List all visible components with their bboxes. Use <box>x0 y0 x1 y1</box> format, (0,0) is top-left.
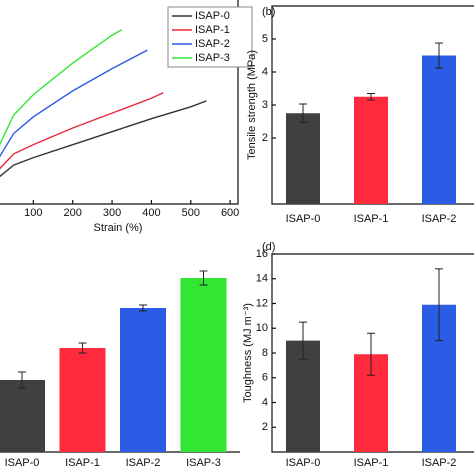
error-bar <box>139 304 147 312</box>
x-tick-label: 100 <box>24 207 42 219</box>
x-tick-label: 500 <box>182 207 200 219</box>
line <box>0 49 148 158</box>
y-tick-label: 12 <box>256 297 268 309</box>
x-tick-label: ISAP-3 <box>186 457 221 469</box>
x-tick-label: ISAP-1 <box>65 457 100 469</box>
axis-line <box>0 0 239 205</box>
y-tick-label: 10 <box>256 322 268 334</box>
bar <box>422 55 456 204</box>
line <box>0 92 164 170</box>
x-tick-label: 200 <box>64 207 82 219</box>
bar <box>120 308 166 452</box>
error-bar <box>299 321 307 360</box>
line <box>0 29 123 146</box>
error-bar <box>199 270 208 286</box>
x-tick-label: ISAP-2 <box>126 457 161 469</box>
y-axis-label: Toughness (MJ m⁻³) <box>242 303 254 403</box>
x-tick-label: 400 <box>142 207 160 219</box>
error-bar <box>435 268 443 342</box>
error-bar <box>299 103 307 123</box>
y-tick-label: 14 <box>256 273 268 285</box>
x-tick-label: ISAP-0 <box>286 213 321 225</box>
y-tick-label: 8 <box>262 347 268 359</box>
x-tick-label: 300 <box>103 207 121 219</box>
x-tick-label: ISAP-2 <box>422 213 457 225</box>
error-bar <box>18 371 26 389</box>
bar <box>0 380 45 452</box>
error-bar <box>78 342 87 354</box>
legend-box <box>167 6 253 68</box>
y-tick-label: 3 <box>262 99 268 111</box>
y-tick-label: 4 <box>262 66 268 78</box>
y-tick-label: 4 <box>262 396 268 408</box>
line <box>0 100 207 178</box>
legend-label: ISAP-2 <box>195 38 230 50</box>
x-tick-label: 600 <box>221 207 239 219</box>
bar <box>354 96 388 204</box>
error-bar <box>435 42 443 69</box>
x-axis-label: Strain (%) <box>94 222 143 234</box>
y-tick-label: 6 <box>262 372 268 384</box>
y-tick-label: 16 <box>256 248 268 260</box>
legend-label: ISAP-3 <box>195 52 230 64</box>
bar <box>286 113 320 204</box>
error-bar <box>367 92 375 101</box>
legend-label: ISAP-1 <box>195 24 230 36</box>
x-tick-label: ISAP-2 <box>422 457 457 469</box>
x-tick-label: ISAP-0 <box>286 457 321 469</box>
y-axis-label: Tensile strength (MPa) <box>246 50 258 160</box>
y-tick-label: 5 <box>262 33 268 45</box>
x-tick-label: ISAP-1 <box>354 213 389 225</box>
y-tick-label: 2 <box>262 421 268 433</box>
x-tick-label: ISAP-1 <box>354 457 389 469</box>
x-tick-label: ISAP-0 <box>5 457 40 469</box>
bar <box>180 278 227 452</box>
bar <box>59 348 106 452</box>
panel-label: (d) <box>262 241 275 253</box>
y-tick-label: 2 <box>262 132 268 144</box>
panel-label: (b) <box>262 6 275 18</box>
error-bar <box>367 332 375 376</box>
legend-label: ISAP-0 <box>195 10 230 22</box>
